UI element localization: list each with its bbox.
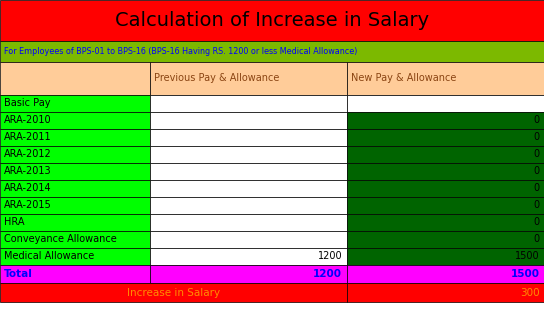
Text: Previous Pay & Allowance: Previous Pay & Allowance (154, 73, 279, 83)
Bar (0, 231, 150, 248)
Bar (0, 197, 150, 214)
Bar (347, 163, 544, 180)
Bar (150, 163, 347, 180)
Bar (150, 231, 347, 248)
Bar (347, 248, 544, 265)
Bar (0, 112, 150, 129)
Text: 1200: 1200 (318, 251, 342, 261)
Text: 0: 0 (534, 183, 540, 193)
Bar (347, 95, 544, 112)
Bar (150, 95, 347, 112)
Bar (347, 112, 544, 129)
Text: For Employees of BPS-01 to BPS-16 (BPS-16 Having RS. 1200 or less Medical Allowa: For Employees of BPS-01 to BPS-16 (BPS-1… (4, 47, 358, 56)
Text: ARA-2012: ARA-2012 (4, 149, 52, 159)
Bar (347, 129, 544, 146)
Text: ARA-2010: ARA-2010 (4, 115, 52, 125)
Text: 300: 300 (520, 288, 540, 298)
Text: Increase in Salary: Increase in Salary (127, 288, 220, 298)
Bar (150, 197, 347, 214)
Text: ARA-2014: ARA-2014 (4, 183, 52, 193)
Text: Medical Allowance: Medical Allowance (4, 251, 95, 261)
Bar (0, 214, 150, 231)
Text: 0: 0 (534, 132, 540, 142)
Bar (347, 180, 544, 197)
Bar (347, 265, 544, 283)
Bar (347, 62, 544, 95)
Bar (0, 265, 150, 283)
Text: 1500: 1500 (515, 251, 540, 261)
Text: Total: Total (4, 269, 33, 279)
Text: New Pay & Allowance: New Pay & Allowance (351, 73, 456, 83)
Text: Conveyance Allowance: Conveyance Allowance (4, 234, 117, 244)
Text: 0: 0 (534, 234, 540, 244)
Bar (150, 129, 347, 146)
Bar (0, 95, 150, 112)
Bar (0, 62, 150, 95)
Text: 0: 0 (534, 200, 540, 210)
Bar (347, 214, 544, 231)
Text: ARA-2015: ARA-2015 (4, 200, 52, 210)
Bar (0, 163, 150, 180)
Bar (0, 129, 150, 146)
Bar (347, 197, 544, 214)
Bar (150, 214, 347, 231)
Text: 1500: 1500 (511, 269, 540, 279)
Bar (0, 180, 150, 197)
Text: ARA-2011: ARA-2011 (4, 132, 52, 142)
Bar (150, 112, 347, 129)
Bar (150, 248, 347, 265)
Bar (347, 231, 544, 248)
Bar (150, 62, 347, 95)
Bar (0, 41, 544, 62)
Text: 0: 0 (534, 149, 540, 159)
Text: 1200: 1200 (313, 269, 342, 279)
Bar (0, 0, 544, 41)
Text: Basic Pay: Basic Pay (4, 98, 51, 108)
Bar (150, 180, 347, 197)
Text: 0: 0 (534, 166, 540, 176)
Bar (347, 146, 544, 163)
Text: 0: 0 (534, 115, 540, 125)
Bar (0, 248, 150, 265)
Text: ARA-2013: ARA-2013 (4, 166, 52, 176)
Text: Calculation of Increase in Salary: Calculation of Increase in Salary (115, 11, 429, 30)
Bar (0, 146, 150, 163)
Text: HRA: HRA (4, 217, 25, 227)
Text: 0: 0 (534, 217, 540, 227)
Bar (150, 265, 347, 283)
Bar (347, 283, 544, 302)
Bar (0, 283, 347, 302)
Bar (150, 146, 347, 163)
